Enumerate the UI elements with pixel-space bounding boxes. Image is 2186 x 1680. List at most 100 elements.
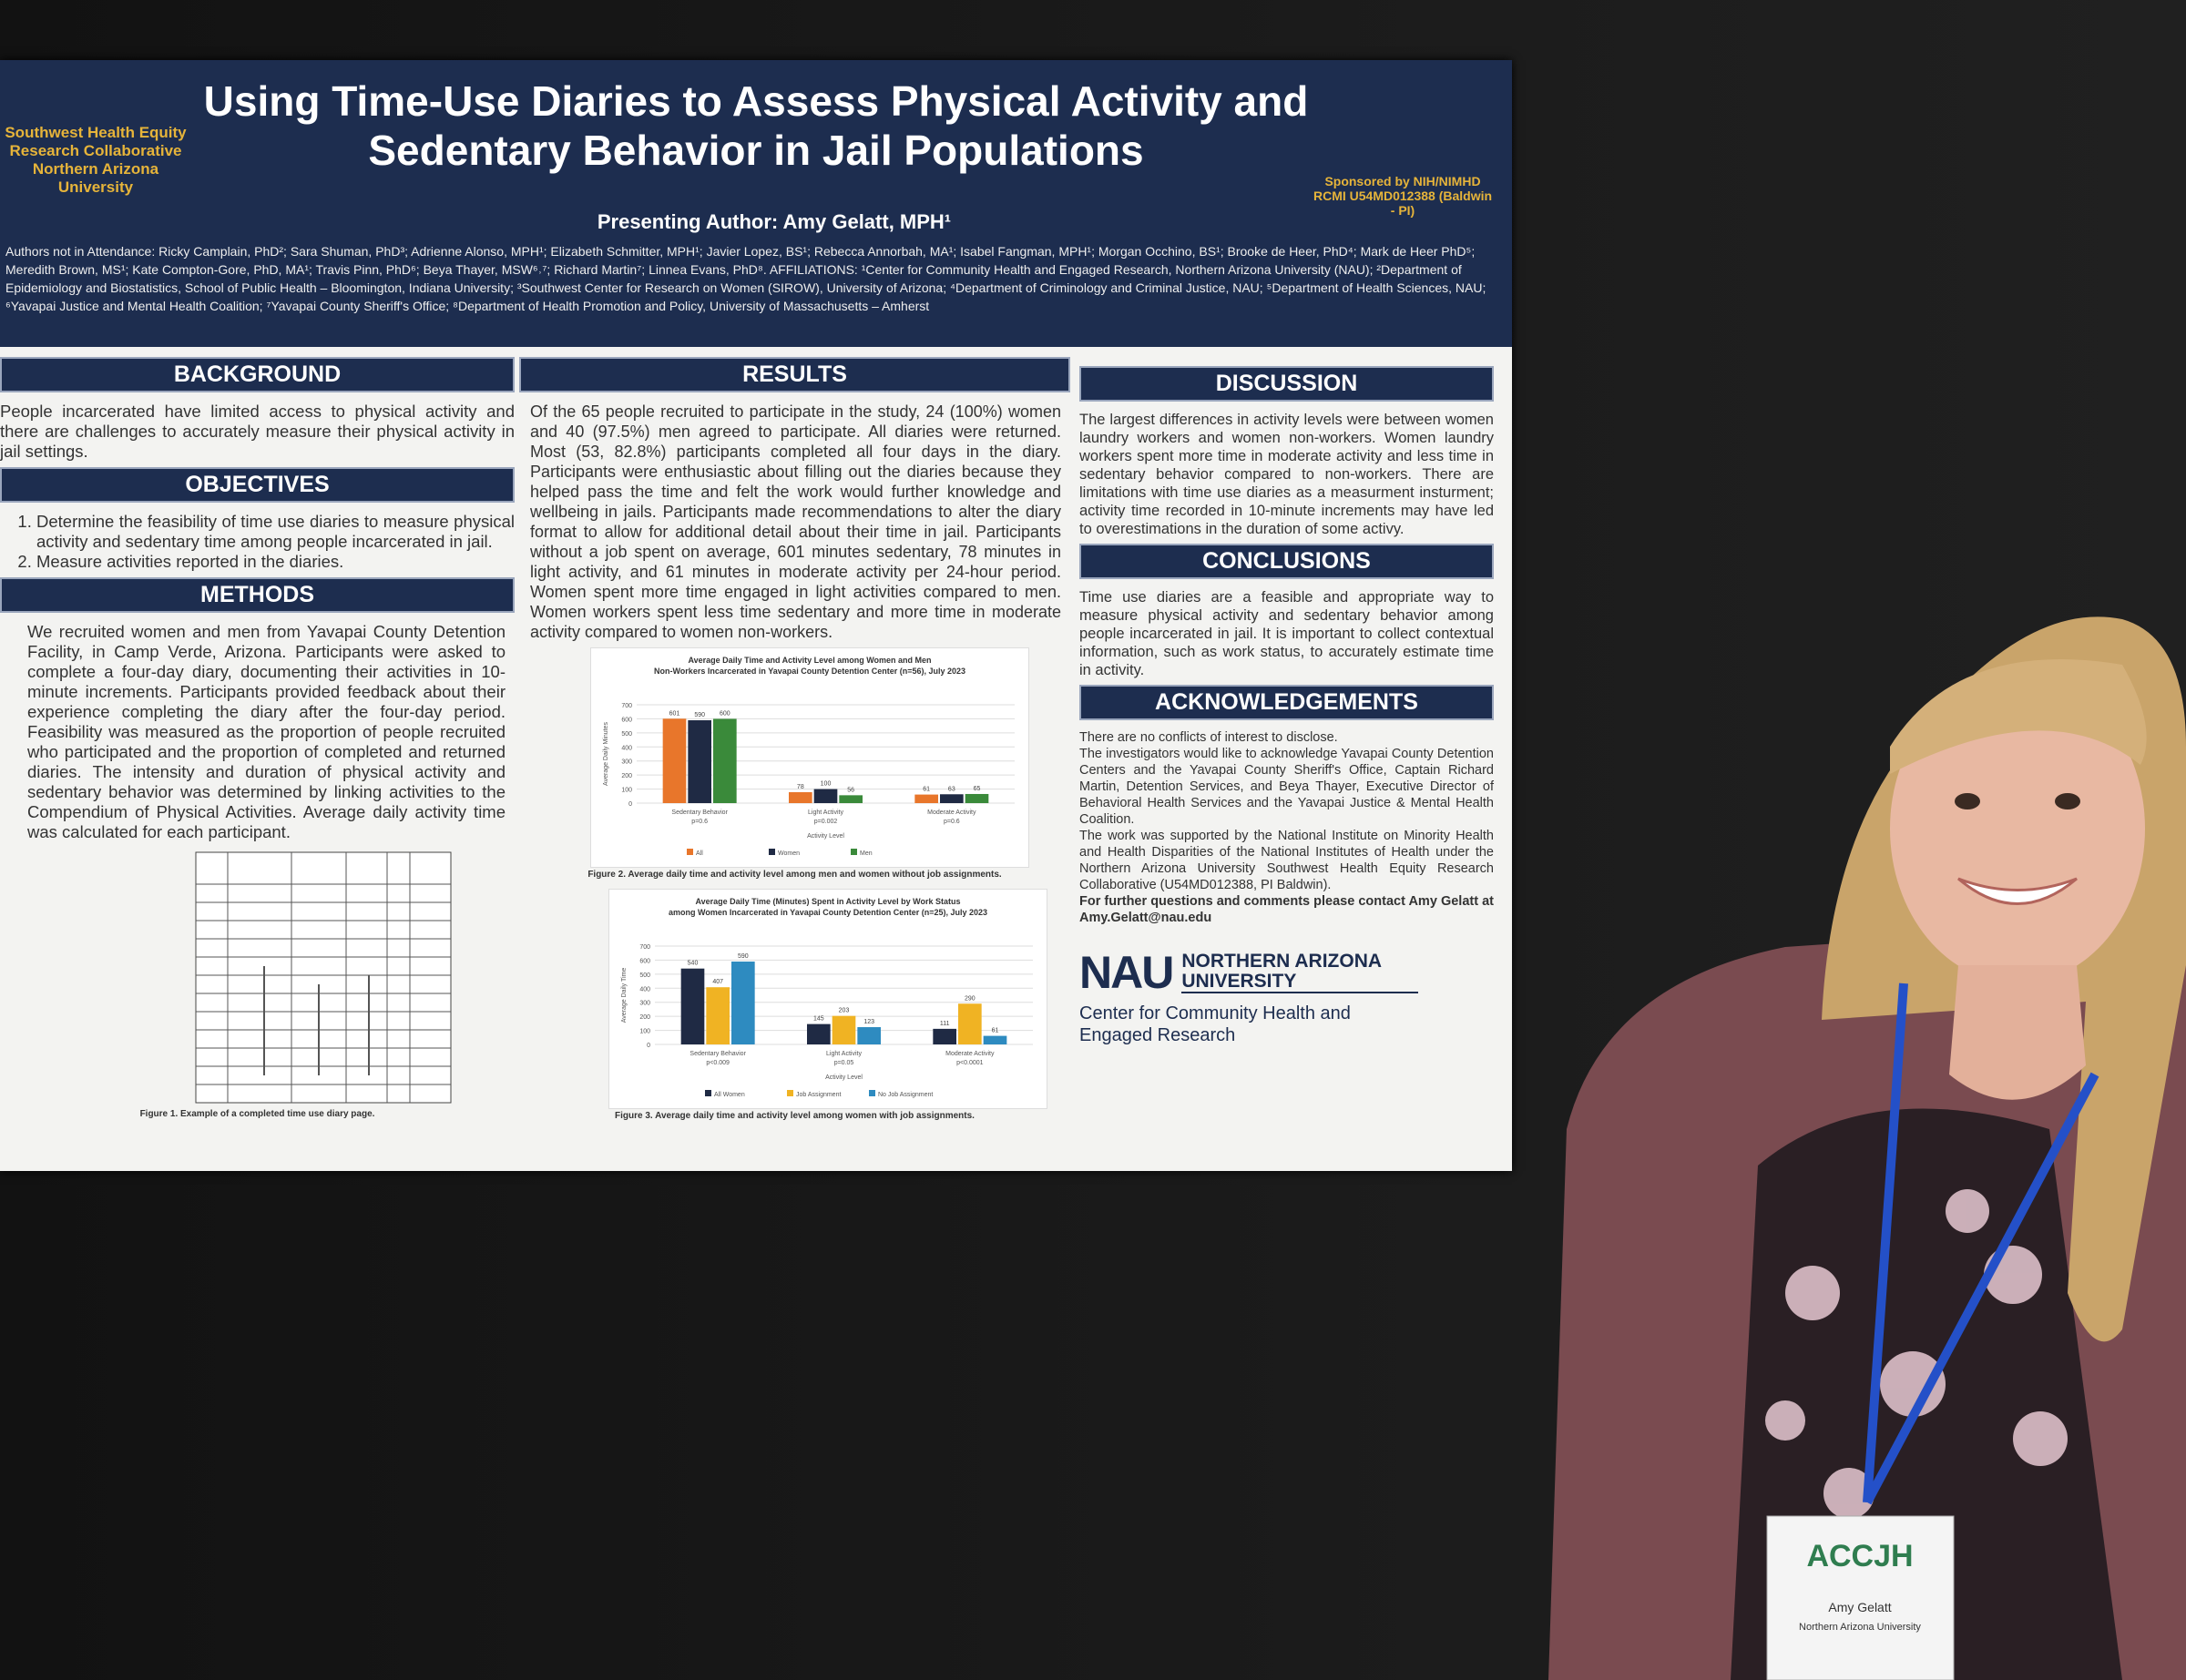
y-tick-label: 600 — [621, 717, 632, 723]
legend-label: No Job Assignment — [878, 1092, 933, 1098]
bar — [713, 718, 737, 803]
y-tick-label: 700 — [639, 944, 650, 951]
y-tick-label: 100 — [639, 1029, 650, 1035]
section-heading: CONCLUSIONS — [1079, 544, 1494, 579]
legend-swatch — [787, 1090, 793, 1096]
logo-mark: NAU — [1079, 947, 1174, 998]
value-label: 123 — [863, 1019, 874, 1025]
x-axis-label: Activity Level — [807, 833, 844, 840]
column-middle: RESULTS Of the 65 people recruited to pa… — [519, 351, 1070, 1130]
legend-swatch — [851, 849, 857, 855]
bar — [662, 718, 687, 803]
eye — [2055, 793, 2080, 809]
bar — [940, 794, 964, 803]
poster-title: Using Time-Use Diaries to Assess Physica… — [203, 77, 1309, 174]
badge-name: Amy Gelatt — [1828, 1600, 1891, 1614]
legend-swatch — [869, 1090, 875, 1096]
smile — [1957, 877, 2078, 905]
presenting-author: Presenting Author: Amy Gelatt, MPH¹ — [597, 210, 952, 233]
column-left: BACKGROUND People incarcerated have limi… — [0, 351, 515, 1128]
category-note: p<0.0001 — [956, 1060, 983, 1066]
bar-chart: Average Daily Time and Activity Level am… — [590, 647, 1029, 868]
bar — [832, 1015, 856, 1044]
value-label: 61 — [923, 787, 930, 793]
category-note: p=0.05 — [834, 1060, 854, 1066]
legend-swatch — [769, 849, 775, 855]
bar-chart: Average Daily Time (Minutes) Spent in Ac… — [608, 889, 1047, 1109]
value-label: 590 — [694, 712, 705, 718]
objective-list: Determine the feasibility of time use di… — [0, 512, 515, 572]
logo: NAU NORTHERN ARIZONA UNIVERSITY Center fo… — [1079, 946, 1494, 1046]
y-tick-label: 0 — [647, 1043, 650, 1049]
y-tick-label: 300 — [639, 1001, 650, 1007]
y-tick-label: 600 — [639, 958, 650, 964]
figure-caption: Figure 2. Average daily time and activit… — [587, 870, 1002, 880]
value-label: 540 — [688, 961, 699, 967]
value-label: 63 — [948, 786, 955, 792]
y-tick-label: 200 — [621, 773, 632, 779]
bar — [965, 793, 989, 803]
y-tick-label: 700 — [621, 703, 632, 709]
value-label: 100 — [821, 781, 832, 788]
face — [1890, 674, 2145, 983]
poster-header: Southwest Health Equity Research Collabo… — [0, 60, 1512, 347]
value-label: 600 — [720, 710, 730, 717]
bar — [813, 789, 838, 803]
chart-title: Average Daily Time (Minutes) Spent in Ac… — [669, 897, 987, 917]
y-tick-label: 0 — [628, 801, 632, 808]
x-tick-label: Moderate Activity — [945, 1051, 995, 1057]
section-heading: RESULTS — [519, 357, 1070, 392]
x-tick-label: Sedentary Behavior — [690, 1051, 746, 1057]
value-label: 78 — [797, 784, 804, 790]
legend-label: All — [696, 850, 703, 857]
legend-swatch — [705, 1090, 711, 1096]
diary-grid — [196, 852, 451, 1103]
bar — [839, 795, 863, 803]
y-tick-label: 300 — [621, 759, 632, 766]
chart-title: Average Daily Time and Activity Level am… — [654, 656, 965, 676]
figure-caption: Figure 1. Example of a completed time us… — [139, 1109, 375, 1119]
category-note: p=0.6 — [691, 819, 708, 825]
legend-label: Men — [860, 850, 873, 857]
bar — [933, 1028, 956, 1044]
section-heading: ACKNOWLEDGEMENTS — [1079, 685, 1494, 720]
bar — [789, 791, 812, 803]
x-axis-label: Activity Level — [825, 1074, 863, 1081]
neck — [1949, 965, 2086, 1100]
bar — [857, 1027, 881, 1044]
bar — [706, 987, 730, 1044]
diary-page — [195, 851, 452, 1104]
bar — [680, 968, 705, 1044]
value-label: 590 — [738, 953, 749, 960]
badge-affiliation: Northern Arizona University — [1799, 1622, 1921, 1633]
bar — [807, 1023, 831, 1044]
y-tick-label: 400 — [639, 986, 650, 993]
value-label: 203 — [839, 1008, 850, 1014]
x-tick-label: Light Activity — [826, 1051, 862, 1057]
objective: Determine the feasibility of time use di… — [36, 512, 515, 552]
value-label: 145 — [813, 1016, 824, 1023]
bar — [731, 961, 755, 1044]
eye — [1955, 793, 1980, 809]
bar — [688, 719, 711, 803]
y-axis-label: Average Daily Minutes — [603, 722, 609, 786]
y-tick-label: 200 — [639, 1014, 650, 1021]
legend-label: All Women — [714, 1092, 745, 1098]
bangs — [1890, 659, 2147, 774]
legend-label: Women — [778, 850, 800, 857]
lanyard — [1863, 983, 2099, 1505]
value-label: 601 — [669, 710, 680, 717]
section-heading: METHODS — [0, 577, 515, 613]
value-label: 56 — [847, 787, 854, 793]
bar — [914, 794, 938, 803]
x-tick-label: Light Activity — [808, 809, 843, 816]
section-heading: DISCUSSION — [1079, 366, 1494, 402]
y-tick-label: 400 — [621, 745, 632, 751]
ack-text: There are no conflicts of interest to di… — [1079, 730, 1338, 745]
ack-text: The investigators would like to acknowle… — [1079, 747, 1494, 827]
section-heading: BACKGROUND — [0, 357, 515, 392]
logo-name: NORTHERN ARIZONA UNIVERSITY — [1181, 952, 1419, 993]
badge — [1766, 1515, 1955, 1680]
bar — [983, 1035, 1007, 1044]
